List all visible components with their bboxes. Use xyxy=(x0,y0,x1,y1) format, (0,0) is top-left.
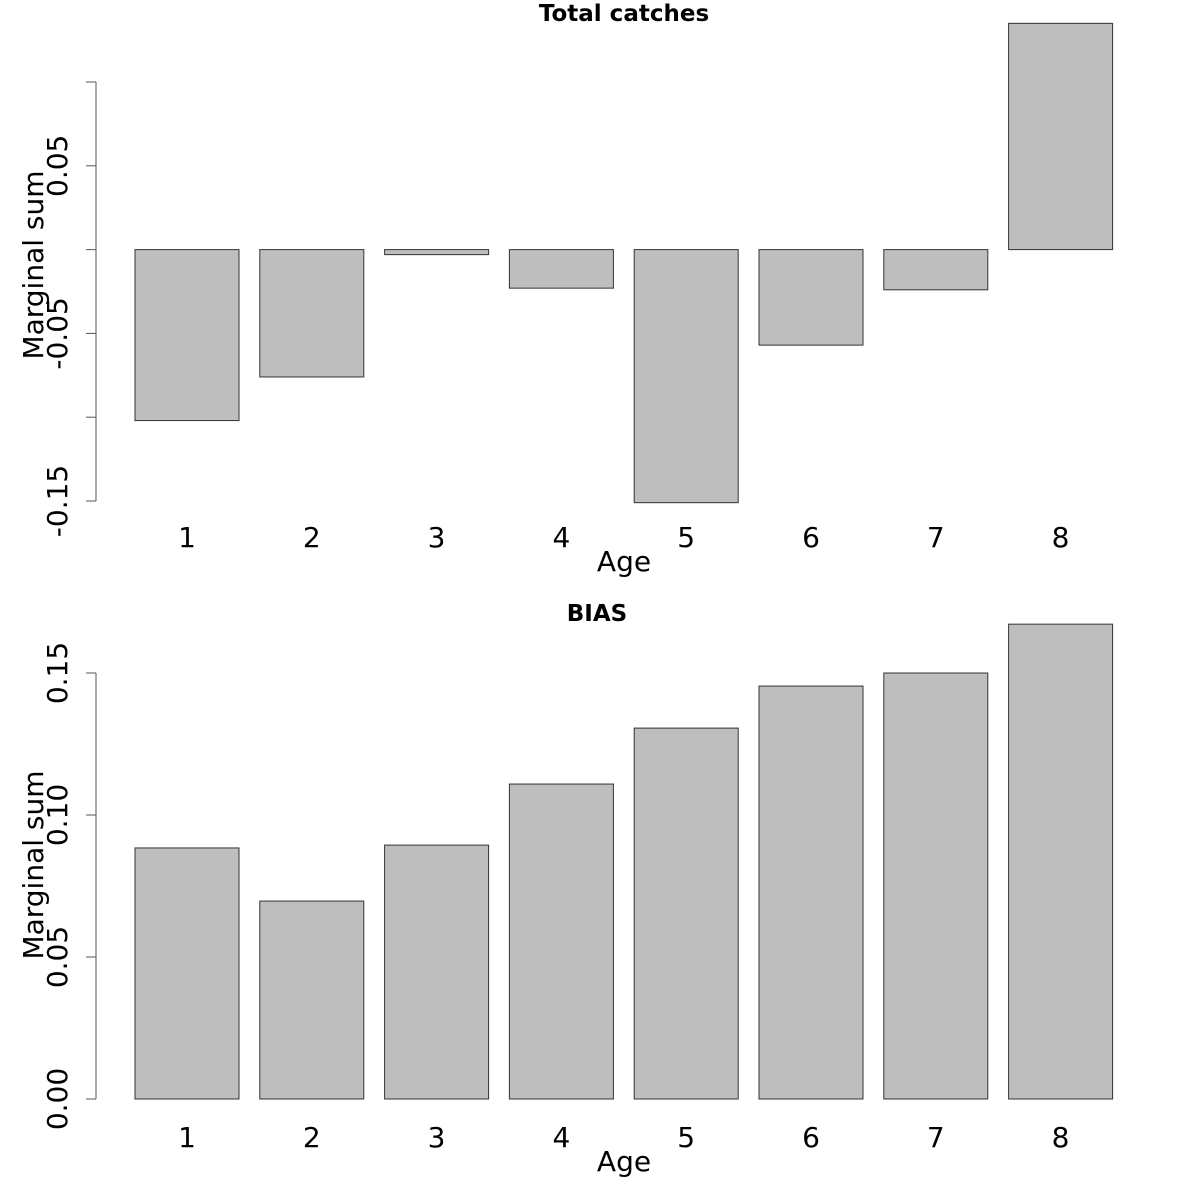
x-tick-label: 1 xyxy=(178,521,196,554)
x-axis-label: Age xyxy=(597,545,651,578)
y-tick-label: 0.15 xyxy=(41,642,74,704)
x-tick-label: 2 xyxy=(303,521,321,554)
x-tick-label: 8 xyxy=(1052,1121,1070,1154)
bar xyxy=(1008,623,1114,1100)
bar xyxy=(384,249,490,256)
chart-title: BIAS xyxy=(567,601,627,627)
x-tick-label: 1 xyxy=(178,1121,196,1154)
bar xyxy=(758,685,864,1100)
bar xyxy=(883,672,989,1100)
bar xyxy=(259,900,365,1100)
y-tick-label: 0.10 xyxy=(41,784,74,846)
y-tick-label: 0.05 xyxy=(41,926,74,988)
y-axis-label: Marginal sum xyxy=(17,170,50,359)
x-tick-label: 2 xyxy=(303,1121,321,1154)
x-tick-label: 3 xyxy=(428,521,446,554)
bar xyxy=(259,249,365,378)
bar xyxy=(1008,22,1114,251)
bar xyxy=(633,249,739,504)
y-tick-label: -0.05 xyxy=(41,297,74,369)
bar xyxy=(883,249,989,291)
bar xyxy=(508,783,614,1100)
x-axis-label: Age xyxy=(597,1145,651,1178)
x-tick-label: 6 xyxy=(802,521,820,554)
y-tick-label: -0.15 xyxy=(41,465,74,537)
x-tick-label: 5 xyxy=(677,521,695,554)
bar xyxy=(134,249,240,422)
bar xyxy=(633,727,739,1100)
x-tick-label: 4 xyxy=(552,1121,570,1154)
x-tick-label: 3 xyxy=(428,1121,446,1154)
y-tick-label: 0.00 xyxy=(41,1068,74,1130)
y-tick-label: 0.05 xyxy=(41,135,74,197)
bar xyxy=(758,249,864,346)
x-tick-label: 6 xyxy=(802,1121,820,1154)
bar xyxy=(134,847,240,1100)
x-tick-label: 5 xyxy=(677,1121,695,1154)
bar xyxy=(384,844,490,1100)
x-tick-label: 7 xyxy=(927,1121,945,1154)
chart-title: Total catches xyxy=(539,1,709,27)
y-axis-label: Marginal sum xyxy=(17,770,50,959)
bar xyxy=(508,249,614,289)
x-tick-label: 4 xyxy=(552,521,570,554)
x-tick-label: 8 xyxy=(1052,521,1070,554)
x-tick-label: 7 xyxy=(927,521,945,554)
